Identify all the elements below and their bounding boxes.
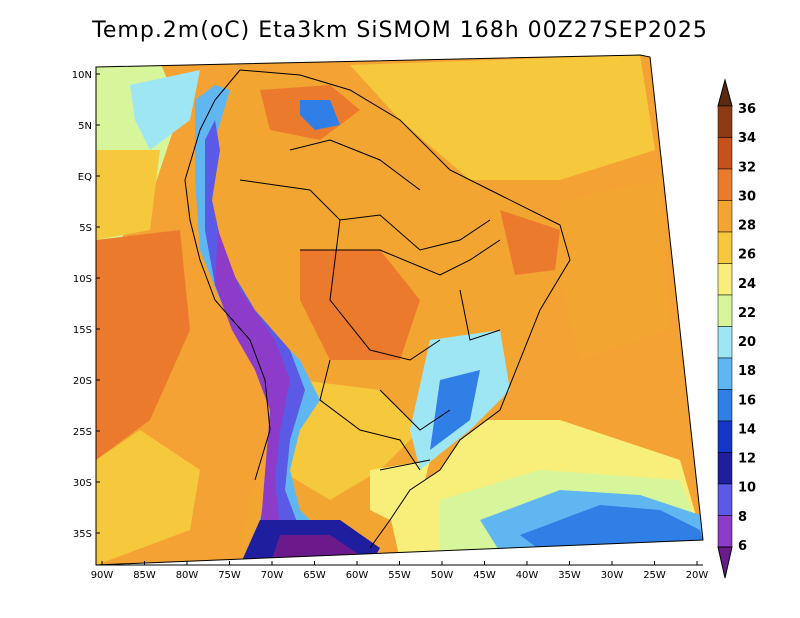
colorbar-label: 18 (738, 364, 756, 379)
latitude-axis: 10N 5N EQ 5S 10S 15S 20S 25S 30S 35S (72, 70, 100, 540)
colorbar-bottom-arrow (717, 546, 733, 579)
colorbar-segment (717, 515, 733, 548)
longitude-label: 70W (261, 570, 284, 581)
longitude-label: 60W (346, 570, 369, 581)
colorbar-label: 28 (738, 219, 756, 234)
colorbar-segment (717, 137, 733, 170)
colorbar-label: 14 (738, 422, 756, 437)
colorbar-label: 36 (738, 102, 756, 117)
colorbar-segment (717, 326, 733, 359)
colorbar-label: 16 (738, 393, 756, 408)
longitude-label: 40W (516, 570, 539, 581)
colorbar-segment (717, 168, 733, 201)
colorbar-segment (717, 200, 733, 233)
longitude-label: 80W (176, 570, 199, 581)
longitude-label: 25W (643, 570, 666, 581)
longitude-label: 30W (601, 570, 624, 581)
latitude-label: 20S (73, 376, 92, 387)
latitude-label: 35S (73, 529, 92, 540)
colorbar-segment (717, 263, 733, 296)
colorbar-segment (717, 357, 733, 390)
colorbar-segment (717, 231, 733, 264)
colorbar-label: 6 (738, 539, 747, 554)
colorbar-label: 20 (738, 335, 756, 350)
longitude-label: 35W (558, 570, 581, 581)
latitude-label: 5N (78, 121, 92, 132)
latitude-label: 5S (79, 223, 92, 234)
longitude-label: 90W (91, 570, 114, 581)
colorbar-label: 12 (738, 452, 756, 467)
latitude-label: 15S (73, 325, 92, 336)
latitude-label: 25S (73, 427, 92, 438)
longitude-label: 50W (431, 570, 454, 581)
colorbar-label: 10 (738, 481, 756, 496)
colorbar-segment (717, 420, 733, 453)
temperature-field (96, 55, 703, 565)
colorbar-label: 24 (738, 277, 756, 292)
colorbar-label: 26 (738, 248, 756, 263)
latitude-label: 10N (72, 70, 92, 81)
longitude-label: 55W (388, 570, 411, 581)
colorbar-label: 34 (738, 131, 756, 146)
latitude-label: 30S (73, 478, 92, 489)
country-borders (184, 69, 571, 549)
map-title: Temp.2m(oC) Eta3km SiSMOM 168h 00Z27SEP2… (92, 18, 708, 43)
longitude-label: 20W (686, 570, 709, 581)
colorbar-segment (717, 389, 733, 422)
colorbar-label: 22 (738, 306, 756, 321)
colorbar-top-arrow (717, 78, 733, 107)
colorbar-label: 32 (738, 160, 756, 175)
colorbar-segment (717, 294, 733, 327)
longitude-label: 65W (303, 570, 326, 581)
colorbar-label: 8 (738, 510, 747, 525)
colorbar-segment (717, 483, 733, 516)
latitude-label: EQ (78, 172, 92, 183)
colorbar: 36 34 32 30 28 26 24 22 20 18 16 14 12 10 8 6 (717, 78, 756, 579)
longitude-label: 45W (473, 570, 496, 581)
colorbar-segment (717, 105, 733, 138)
latitude-label: 10S (73, 274, 92, 285)
colorbar-segment (717, 452, 733, 485)
colorbar-label: 30 (738, 189, 756, 204)
longitude-axis: 90W 85W 80W 75W 70W 65W 60W 55W 50W 45W 40W 35W 30W 2… (91, 561, 709, 581)
longitude-label: 85W (133, 570, 156, 581)
longitude-label: 75W (218, 570, 241, 581)
